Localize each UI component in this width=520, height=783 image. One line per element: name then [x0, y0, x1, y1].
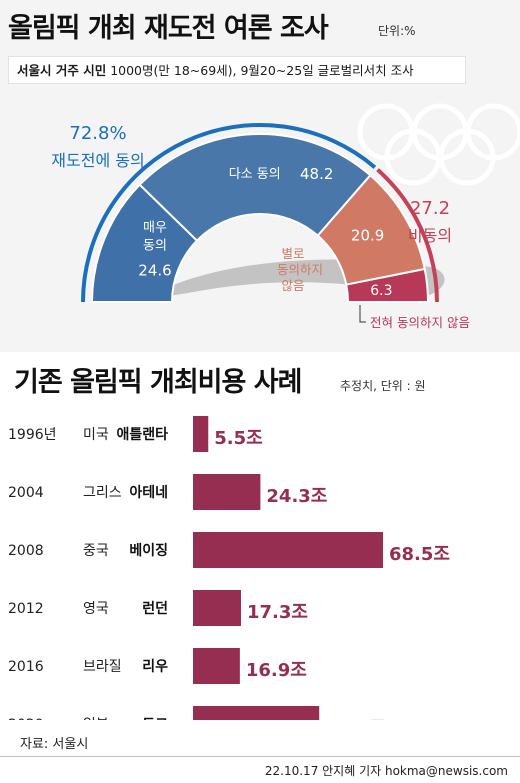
label-disagree-line3: 않음	[281, 278, 304, 293]
headline-oppose-value: 27.2	[410, 198, 450, 219]
bar-year-1: 2004	[8, 485, 44, 501]
bar-2	[193, 532, 383, 568]
survey-target: 서울시 거주 시민	[17, 63, 107, 78]
bar-city-2: 베이징	[129, 542, 168, 559]
slice-label-strong-agree-line1: 매우	[143, 220, 167, 235]
bar-year-2: 2008	[8, 543, 44, 559]
label-strong-disagree: 전혀 동의하지 않음	[370, 315, 470, 330]
slice-value-agree: 48.2	[300, 165, 333, 183]
bar-3	[193, 590, 241, 626]
bar-year-5: 2020	[8, 717, 44, 720]
bar-city-0: 애틀랜타	[116, 426, 168, 443]
bar-value-0: 5.5조	[214, 428, 262, 449]
headline-oppose-label: 비동의	[408, 226, 452, 245]
strong-disagree-leader	[359, 305, 366, 323]
slice-agree	[138, 133, 372, 242]
cost-bar-chart: 1996년 미국 애틀랜타 5.5조 2004 그리스 아테네 24.3조 2008 중국 베이징 6…	[8, 416, 450, 720]
bar-0	[193, 416, 209, 452]
cost-unit: 추정치, 단위 : 원	[340, 379, 426, 393]
cost-title: 기존 올림픽 개최비용 사례	[14, 367, 302, 398]
bar-value-2: 68.5조	[389, 544, 450, 565]
bar-year-0: 1996년	[8, 427, 57, 443]
source-note: 자료: 서울시	[20, 737, 89, 752]
bar-value-1: 24.3조	[266, 486, 327, 507]
bar-city-5: 도쿄	[142, 717, 168, 720]
bar-country-2: 중국	[83, 543, 109, 559]
bar-4	[193, 648, 240, 684]
bar-city-4: 리우	[142, 659, 168, 675]
bar-1	[193, 474, 261, 510]
oppose-accent-arc	[376, 168, 439, 303]
olympic-rings-icon	[357, 103, 520, 186]
bar-country-4: 브라질	[83, 659, 122, 675]
olympic-ring-5	[438, 128, 496, 186]
headline-agree-value: 72.8%	[69, 123, 126, 144]
agree-accent-arc	[81, 123, 377, 303]
byline: 22.10.17 안지혜 기자 hokma@newsis.com	[264, 764, 508, 778]
slice-value-strong-disagree: 6.3	[370, 283, 392, 299]
label-disagree-line2: 동의하지	[277, 262, 323, 277]
bar-city-3: 런던	[142, 600, 168, 617]
bar-country-1: 그리스	[83, 485, 122, 501]
bar-value-3: 17.3조	[247, 602, 308, 623]
bar-country-3: 영국	[83, 601, 109, 617]
slice-label-agree: 다소 동의	[229, 167, 281, 182]
slice-value-strong-agree: 24.6	[138, 261, 171, 279]
slice-value-disagree: 20.9	[351, 227, 384, 245]
survey-details: 1000명(만 18~69세), 9월20~25일 글로벌리서치 조사	[110, 63, 414, 78]
bar-year-4: 2016	[8, 659, 44, 675]
bar-country-5: 일본	[83, 717, 109, 720]
slice-label-strong-agree-line2: 동의	[143, 238, 167, 253]
footer-divider	[0, 756, 520, 757]
headline-agree-label: 재도전에 동의	[51, 151, 144, 170]
bar-value-5: 45.5조	[325, 718, 386, 720]
bar-country-0: 미국	[83, 427, 109, 443]
survey-unit: 단위:%	[378, 24, 416, 38]
slice-strong-disagree	[345, 267, 430, 303]
bar-city-1: 아테네	[129, 484, 168, 501]
bar-value-4: 16.9조	[246, 660, 307, 681]
label-disagree-line1: 별로	[281, 246, 304, 261]
survey-title: 올림픽 개최 재도전 여론 조사	[8, 13, 329, 44]
survey-info-box: 서울시 거주 시민 1000명(만 18~69세), 9월20~25일 글로벌리…	[8, 56, 466, 84]
bar-year-3: 2012	[8, 601, 44, 617]
bar-5	[193, 706, 320, 720]
